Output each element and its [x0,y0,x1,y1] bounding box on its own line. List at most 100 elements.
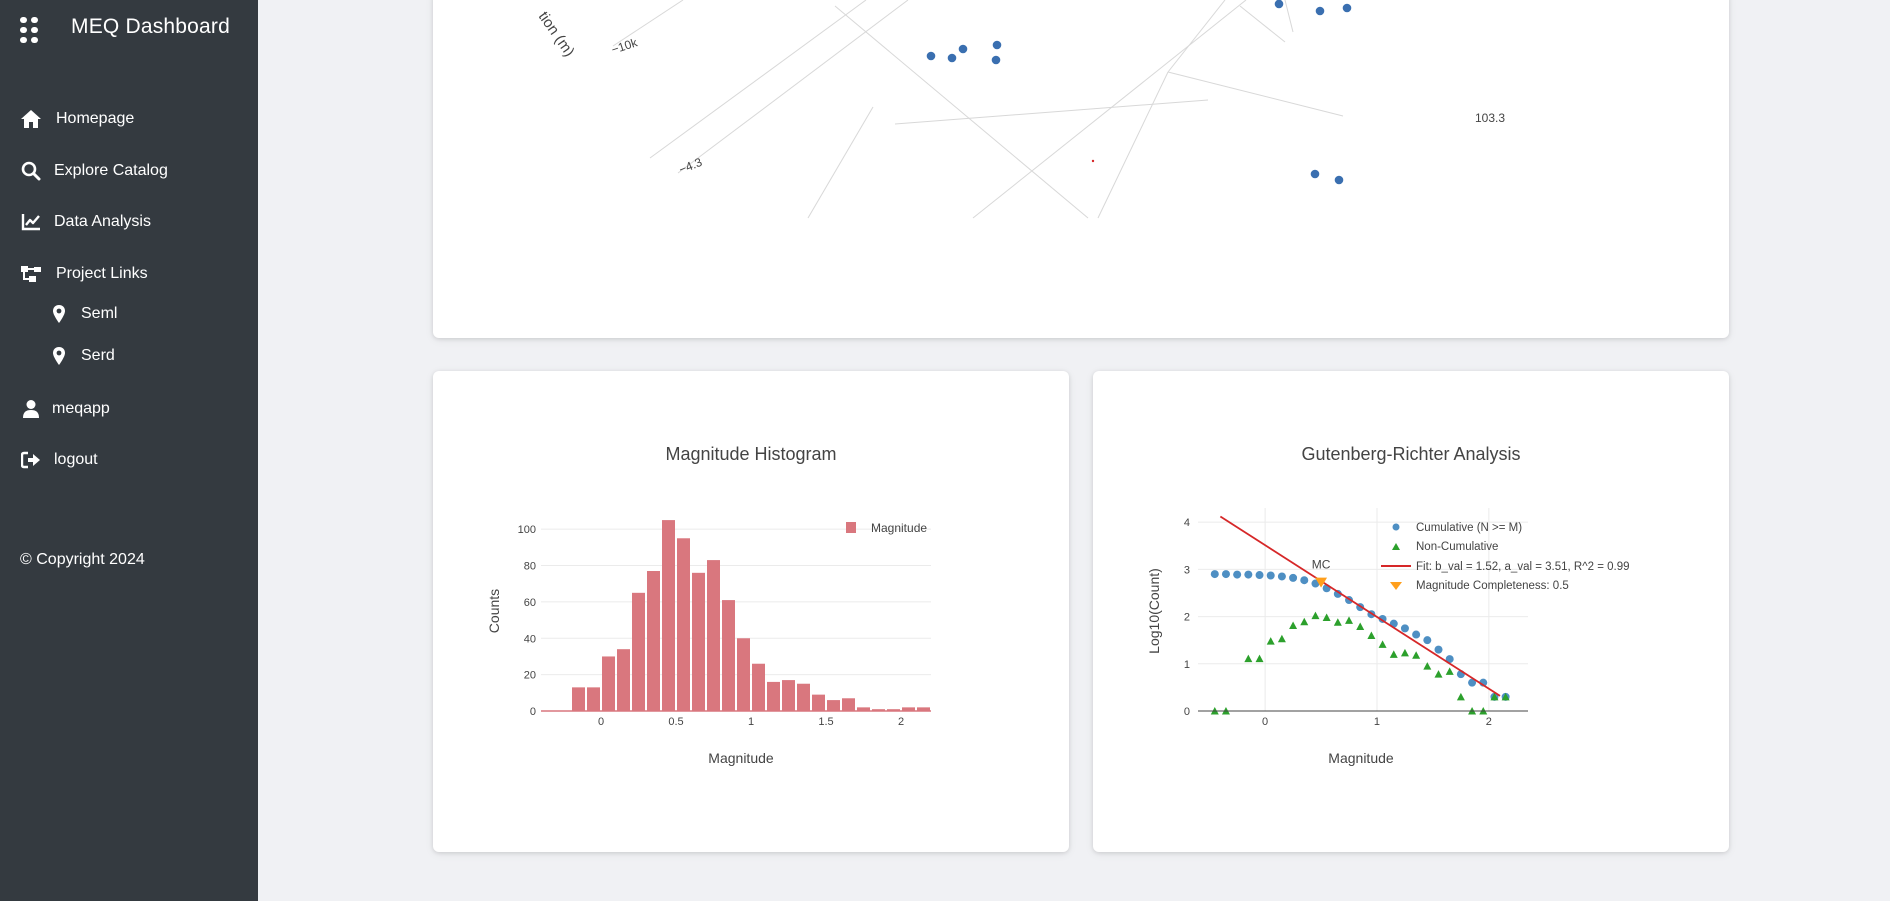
x-tick-label: 1.5 [818,716,833,728]
gutenberg-richter-chart[interactable]: Gutenberg-Richter Analysis 0 1 2 3 4 0 1 2 Magn… [1093,371,1729,852]
cumulative-point [1289,573,1298,582]
sidebar-item-label: meqapp [52,400,110,417]
chart-legend[interactable]: Cumulative (N >= M) Non-Cumulative Fit: … [1381,522,1630,592]
histogram-bar [752,663,765,711]
y-tick-label: 60 [524,597,536,609]
noncumulative-point [1423,662,1432,670]
sitemap-icon [20,263,42,285]
noncumulative-point [1400,648,1409,657]
y-tick-label: 2 [1184,612,1190,624]
sidebar-item-label: logout [54,451,98,468]
sidebar-item-homepage[interactable]: Homepage [20,108,134,130]
sidebar-item-explore-catalog[interactable]: Explore Catalog [20,160,168,182]
histogram-bar [902,707,915,711]
sidebar-item-data-analysis[interactable]: Data Analysis [20,211,151,233]
histogram-bar [887,709,900,711]
x-tick-label: 1 [748,716,754,728]
sign-out-icon [20,449,42,471]
histogram-bar [617,649,630,711]
scatter3d-tick-label: 103.3 [1475,111,1505,125]
noncumulative-point [1501,692,1510,701]
noncumulative-point [1389,650,1398,658]
legend-label: Magnitude Completeness: 0.5 [1416,580,1569,592]
cumulative-point [1255,571,1264,580]
noncumulative-point [1322,613,1331,622]
scatter3d-axis-title: tion (m) [535,9,578,60]
legend-swatch [1390,582,1402,590]
magnitude-histogram-card: Magnitude Histogram 0 20 40 60 80 100 0 0.5 1 1.5… [433,371,1069,852]
legend-label: Non-Cumulative [1416,541,1498,553]
line-chart-icon [20,211,42,233]
sidebar: MEQ Dashboard Homepage Explore Catalog D… [0,0,258,901]
search-icon [20,160,42,182]
histogram-bar [737,638,750,711]
sidebar-subitem-label: Seml [81,305,118,322]
noncumulative-point [1434,670,1443,678]
noncumulative-point [1356,622,1365,630]
scatter3d-plot[interactable]: tion (m) −10k −4.3 103.3 [433,0,1729,338]
x-axis-title: Magnitude [708,750,774,766]
sidebar-subitem-serd[interactable]: Serd [52,346,115,366]
y-axis-title: Log10(Count) [1146,568,1162,654]
legend-swatch [846,522,856,533]
cumulative-point [1333,589,1342,598]
histogram-bar [692,572,705,711]
y-tick-label: 40 [524,633,536,645]
sidebar-item-project-links[interactable]: Project Links [20,263,148,285]
noncumulative-point [1289,621,1298,630]
magnitude-histogram-chart[interactable]: Magnitude Histogram 0 20 40 60 80 100 0 0.5 1 1.5… [433,371,1069,852]
legend-swatch [1392,523,1400,531]
histogram-bar [662,520,675,711]
x-tick-label: 1 [1374,716,1380,728]
histogram-bar [632,592,645,711]
y-tick-label: 1 [1184,659,1190,671]
x-tick-label: 2 [898,716,904,728]
sidebar-item-label: Data Analysis [54,213,151,230]
mc-marker [1315,577,1328,588]
histogram-bar [872,709,885,711]
histogram-bar [572,687,585,711]
sidebar-item-label: Project Links [56,265,148,282]
legend-label: Magnitude [871,521,927,535]
histogram-bar [797,683,810,711]
x-tick-label: 0.5 [668,716,683,728]
noncumulative-point [1490,692,1499,701]
app-menu-button[interactable] [20,12,38,44]
histogram-bar [767,681,780,711]
sidebar-subitem-label: Serd [81,347,115,364]
cumulative-point [1221,570,1230,579]
chart-title: Magnitude Histogram [665,444,836,464]
scatter3d-point [1310,169,1320,179]
y-tick-label: 80 [524,561,536,573]
scatter3d-point [1274,0,1284,9]
noncumulative-point [1445,667,1454,675]
chart-legend[interactable]: Magnitude [846,521,927,535]
legend-label: Cumulative (N >= M) [1416,522,1522,534]
noncumulative-point [1311,611,1320,620]
x-tick-label: 0 [1262,716,1268,728]
scatter3d-point [992,40,1002,50]
scatter3d-origin-mark [1091,159,1095,163]
sidebar-item-logout[interactable]: logout [20,449,98,471]
cumulative-point [1400,624,1409,633]
legend-label: Fit: b_val = 1.52, a_val = 3.51, R^2 = 0… [1416,561,1630,573]
x-axis-title: Magnitude [1328,750,1394,766]
cumulative-point [1412,630,1421,639]
y-tick-label: 0 [530,706,536,718]
copyright-text: © Copyright 2024 [20,551,145,568]
sidebar-item-user[interactable]: meqapp [20,398,110,420]
noncumulative-point [1266,637,1275,645]
cumulative-point [1210,570,1219,579]
cumulative-point [1445,655,1454,664]
scatter3d-tick-label: −4.3 [677,155,705,177]
legend-swatch [1392,543,1400,550]
cumulative-point [1244,570,1253,579]
histogram-bar [602,656,615,711]
grid-icon [20,17,38,43]
scatter3d-point [958,44,968,54]
y-tick-label: 3 [1184,564,1190,576]
scatter3d-point [926,51,936,61]
noncumulative-point [1378,640,1387,648]
sidebar-subitem-seml[interactable]: Seml [52,304,117,324]
scatter3d-point [947,53,957,63]
